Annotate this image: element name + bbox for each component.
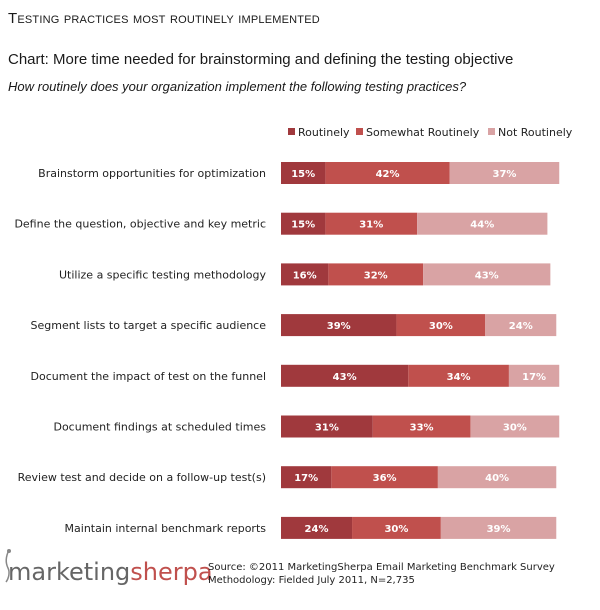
bar-value-label: 31% <box>315 423 339 434</box>
category-label: Define the question, objective and key m… <box>14 218 266 231</box>
legend-swatch-0 <box>288 128 295 135</box>
logo-text-marketing: marketing <box>8 558 131 586</box>
bar-value-label: 43% <box>475 270 499 281</box>
bar-value-label: 34% <box>447 372 471 383</box>
bar-segment-2 <box>417 212 548 235</box>
bar-segment-0 <box>281 466 332 489</box>
chart-subtitle: Chart: More time needed for brainstormin… <box>8 51 514 68</box>
bar-value-label: 24% <box>305 524 329 535</box>
bar-segment-2 <box>508 364 560 387</box>
bar-segment-1 <box>325 162 450 184</box>
bar-value-label: 42% <box>376 169 400 180</box>
bar-segment-0 <box>281 162 326 184</box>
category-label: Document the impact of test on the funne… <box>31 370 266 383</box>
bar-value-label: 30% <box>429 321 453 332</box>
bar-segment-0 <box>281 516 353 539</box>
bar-segment-2 <box>449 162 560 184</box>
bar-segment-2 <box>437 466 557 489</box>
bar-segment-2 <box>470 415 560 438</box>
category-label: Document findings at scheduled times <box>53 421 266 434</box>
bar-value-label: 39% <box>487 524 511 535</box>
bar-segment-1 <box>331 466 438 489</box>
bar-segment-0 <box>281 415 373 438</box>
bar-segment-1 <box>396 314 486 337</box>
logo-figure-icon <box>5 549 11 583</box>
category-label: Utilize a specific testing methodology <box>59 268 266 281</box>
bar-segment-1 <box>352 516 441 539</box>
category-label: Maintain internal benchmark reports <box>65 522 267 535</box>
bar-value-label: 44% <box>470 220 494 231</box>
bar-segment-0 <box>281 364 409 387</box>
bar-value-label: 15% <box>291 220 315 231</box>
bar-value-label: 16% <box>293 270 317 281</box>
bar-value-label: 40% <box>485 473 509 484</box>
legend-swatch-2 <box>488 128 495 135</box>
bar-value-label: 33% <box>410 423 434 434</box>
bar-value-label: 15% <box>291 169 315 180</box>
bar-segment-0 <box>281 314 397 337</box>
bar-segment-1 <box>325 212 418 235</box>
bar-segment-1 <box>328 263 424 286</box>
bar-segment-1 <box>408 364 509 387</box>
bar-value-label: 30% <box>503 423 527 434</box>
legend-label-1: Somewhat Routinely <box>366 126 480 139</box>
bar-segment-2 <box>485 314 557 337</box>
source-note: Source: ©2011 MarketingSherpa Email Mark… <box>208 561 555 587</box>
survey-question: How routinely does your organization imp… <box>8 79 467 94</box>
methodology-line: Methodology: Fielded July 2011, N=2,735 <box>208 575 415 586</box>
bar-value-label: 36% <box>373 473 397 484</box>
bar-value-label: 37% <box>493 169 517 180</box>
bar-segment-2 <box>440 516 557 539</box>
bar-value-label: 43% <box>333 372 357 383</box>
bar-value-label: 30% <box>384 524 408 535</box>
category-label: Segment lists to target a specific audie… <box>31 319 267 332</box>
legend-label-0: Routinely <box>298 126 350 139</box>
legend-label-2: Not Routinely <box>498 126 573 139</box>
bar-segment-2 <box>423 263 551 286</box>
bar-segment-1 <box>372 415 471 438</box>
bar-segment-0 <box>281 263 329 286</box>
page-title: Testing practices most routinely impleme… <box>8 10 320 27</box>
bar-value-label: 17% <box>294 473 318 484</box>
bar-segment-0 <box>281 212 326 235</box>
marketingsherpa-logo: marketingsherpa <box>8 558 213 586</box>
stacked-bar-chart: Routinely Somewhat Routinely Not Routinely… <box>14 126 573 539</box>
bar-value-label: 32% <box>364 270 388 281</box>
category-label: Brainstorm opportunities for optimizatio… <box>38 167 266 180</box>
bar-value-label: 39% <box>327 321 351 332</box>
bar-value-label: 24% <box>509 321 533 332</box>
source-line: Source: ©2011 MarketingSherpa Email Mark… <box>208 562 555 573</box>
bar-value-label: 17% <box>522 372 546 383</box>
category-label: Review test and decide on a follow-up te… <box>18 471 266 484</box>
legend-swatch-1 <box>356 128 363 135</box>
logo-text-sherpa: sherpa <box>130 558 213 586</box>
bar-value-label: 31% <box>359 220 383 231</box>
